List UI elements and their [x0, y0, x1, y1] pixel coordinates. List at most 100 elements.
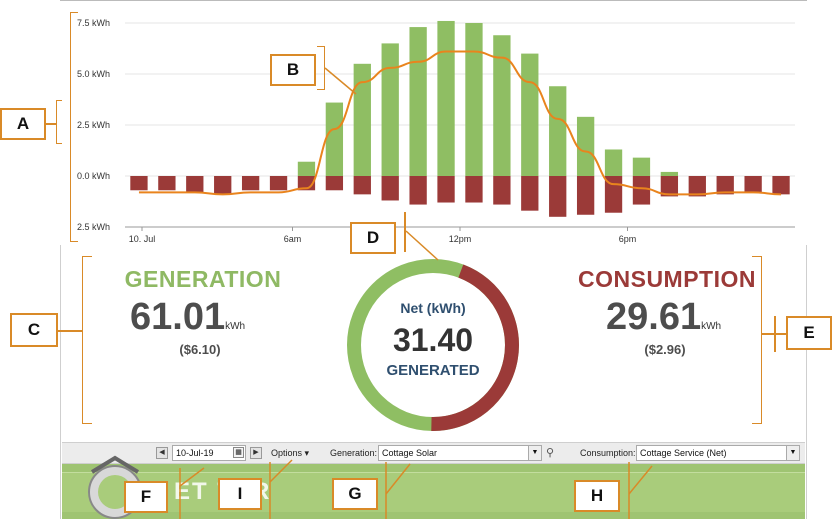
- generation-select[interactable]: Cottage Solar ▼: [378, 445, 542, 461]
- bracket-c: [82, 256, 92, 424]
- consumption-select[interactable]: Cottage Service (Net) ▼: [636, 445, 800, 461]
- logo-icon: [88, 455, 142, 519]
- generation-bar: [409, 27, 427, 176]
- callout-a: A: [0, 108, 46, 140]
- net-line: [138, 50, 782, 196]
- consumption-value: 29.61: [606, 296, 702, 338]
- consumption-bar: [353, 176, 371, 195]
- callout-d: D: [350, 222, 396, 254]
- footer-band: [62, 472, 805, 512]
- y-tick-label: 5.0 kWh: [77, 69, 110, 79]
- generation-label: Generation:: [330, 448, 378, 458]
- consumption-bar: [549, 176, 567, 217]
- generation-bar: [325, 102, 344, 176]
- consumption-select-value: Cottage Service (Net): [640, 448, 727, 458]
- connector-i: [269, 459, 293, 519]
- consumption-bar: [381, 176, 399, 201]
- bracket-b: [317, 46, 325, 90]
- x-tick-label: 6pm: [619, 234, 637, 244]
- connector-b: [324, 67, 357, 95]
- callout-f: F: [124, 481, 168, 513]
- consumption-bar: [660, 176, 679, 197]
- options-menu[interactable]: Options ▾: [271, 448, 310, 458]
- callout-c: C: [10, 313, 58, 347]
- connector-a: [46, 123, 57, 125]
- donut-consumed-arc: [431, 264, 519, 431]
- generation-bar: [465, 23, 483, 176]
- x-tick-label: 12pm: [449, 234, 472, 244]
- consumption-value-block: 29.61kWh: [606, 296, 746, 339]
- generation-bar: [604, 149, 623, 176]
- consumption-bar: [744, 176, 762, 193]
- consumption-bar: [409, 176, 427, 205]
- y-tick-label: 0.0 kWh: [77, 171, 110, 181]
- callout-g: G: [332, 478, 378, 510]
- bracket-e: [752, 256, 762, 424]
- toolbar: ◀ 10-Jul-19 ▦ ▶ Options ▾ Generation: Co…: [62, 442, 805, 464]
- generation-select-value: Cottage Solar: [382, 448, 438, 458]
- calendar-icon[interactable]: ▦: [233, 447, 244, 458]
- consumption-bar: [521, 176, 539, 211]
- date-input[interactable]: 10-Jul-19 ▦: [172, 445, 246, 461]
- consumption-bar: [186, 176, 204, 193]
- x-tick-label: 6am: [284, 234, 302, 244]
- bracket-chart-axis: [70, 12, 78, 242]
- generation-bar: [549, 86, 567, 176]
- consumption-bar: [269, 176, 288, 191]
- consumption-bar: [465, 176, 483, 203]
- generation-bar: [521, 53, 539, 176]
- chart-svg: 7.5 kWh 5.0 kWh 2.5 kWh 0.0 kWh 2.5 kWh 10. J…: [77, 18, 795, 244]
- consumption-bar: [576, 176, 595, 215]
- x-tick-label: 10. Jul: [129, 234, 156, 244]
- consumption-label: Consumption:: [580, 448, 636, 458]
- consumption-bar: [158, 176, 176, 191]
- generation-bar: [493, 35, 511, 176]
- net-donut: Net (kWh) 31.40 GENERATED: [346, 258, 520, 432]
- generation-unit: kWh: [225, 321, 246, 332]
- y-tick-label: 7.5 kWh: [77, 18, 110, 28]
- arrow-left-icon[interactable]: ◀: [156, 447, 168, 459]
- consumption-bar: [437, 176, 455, 203]
- consumption-bar: [772, 176, 790, 195]
- connector-d: [405, 230, 439, 261]
- connector-f: [179, 467, 205, 519]
- magnifier-icon[interactable]: ⚲: [546, 447, 555, 459]
- connector-h: [628, 462, 653, 519]
- consumption-bar: [130, 176, 148, 191]
- generation-value-block: 61.01kWh: [130, 296, 290, 339]
- consumption-cost: ($2.96): [644, 342, 686, 357]
- consumption-bar: [688, 176, 706, 197]
- consumption-title: CONSUMPTION: [578, 266, 756, 292]
- y-tick-label: 2.5 kWh: [77, 222, 110, 232]
- consumption-bar: [241, 176, 260, 191]
- generation-cost: ($6.10): [179, 342, 221, 357]
- net-value: 31.40: [392, 322, 474, 358]
- callout-h: H: [574, 480, 620, 512]
- bracket-a: [56, 100, 62, 144]
- consumption-bar: [214, 176, 232, 195]
- connector-c: [58, 330, 83, 332]
- generation-title: GENERATION: [124, 266, 282, 292]
- chevron-down-icon[interactable]: ▼: [528, 446, 541, 460]
- consumption-bar: [632, 176, 651, 205]
- generation-value: 61.01: [130, 296, 226, 338]
- generation-bar: [437, 20, 455, 177]
- generation-bar: [353, 63, 371, 176]
- net-status: GENERATED: [386, 362, 480, 379]
- arrow-right-icon[interactable]: ▶: [250, 447, 262, 459]
- bracket-d: [404, 212, 406, 252]
- y-tick-label: 2.5 kWh: [77, 120, 110, 130]
- callout-i: I: [218, 478, 262, 510]
- consumption-bar: [493, 176, 511, 205]
- generation-bar: [660, 171, 679, 176]
- generation-bar: [576, 116, 595, 176]
- generation-bar: [632, 157, 651, 176]
- date-value: 10-Jul-19: [176, 448, 214, 458]
- generation-bar: [381, 43, 399, 177]
- chevron-down-icon[interactable]: ▼: [786, 446, 799, 460]
- energy-chart: 7.5 kWh 5.0 kWh 2.5 kWh 0.0 kWh 2.5 kWh 10. J…: [60, 0, 807, 245]
- consumption-unit: kWh: [701, 321, 722, 332]
- connector-g: [385, 462, 411, 519]
- net-label: Net (kWh): [400, 300, 466, 316]
- generation-bar: [297, 161, 316, 176]
